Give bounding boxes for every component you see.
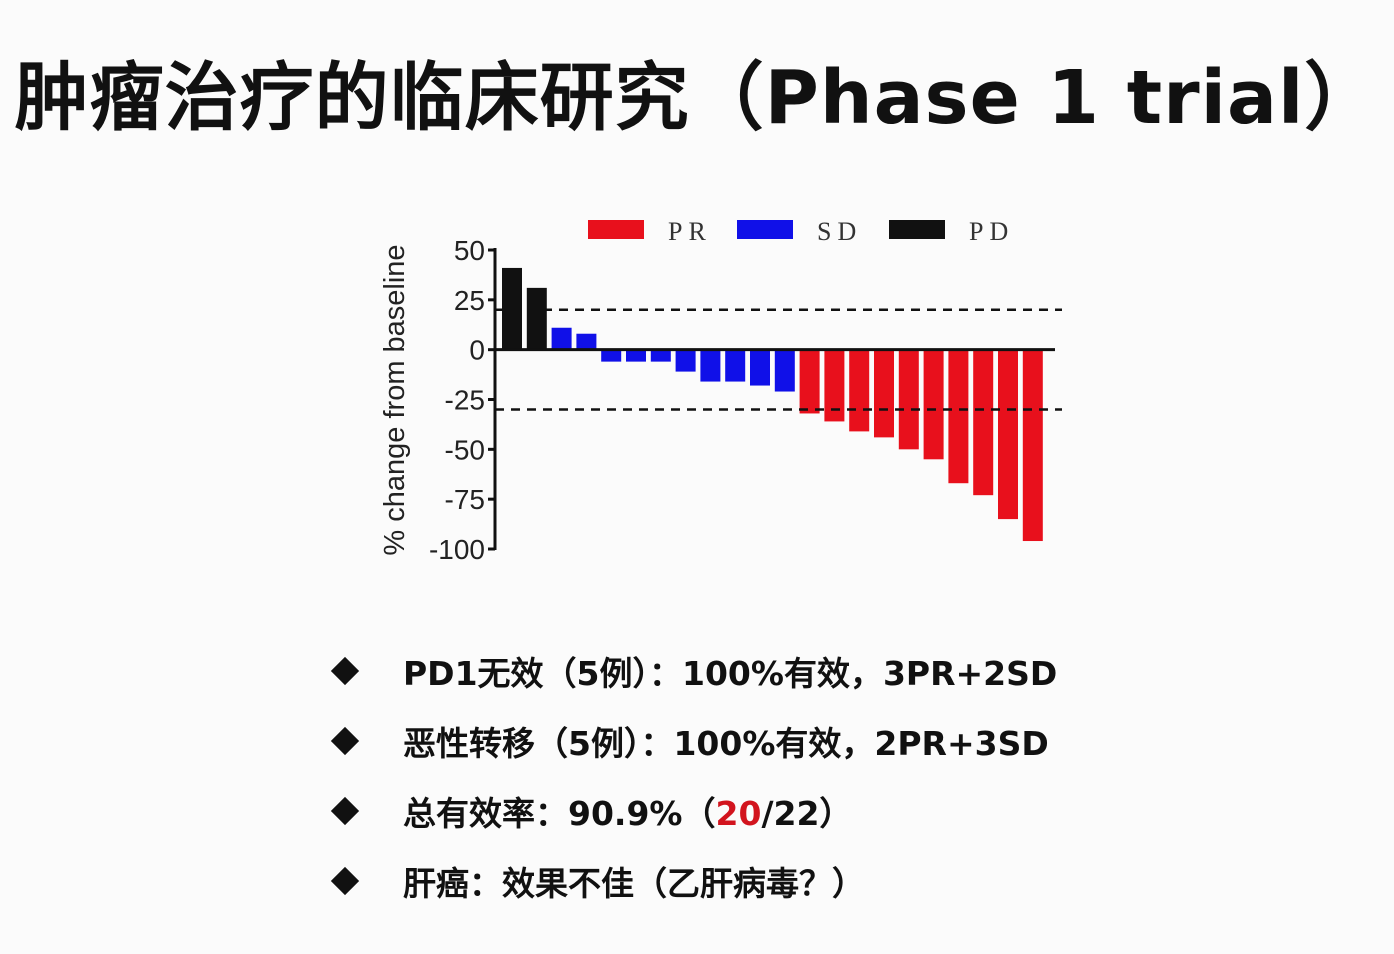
- bullet-text-highlight: 20: [715, 794, 762, 833]
- bar-pr: [1022, 349, 1043, 542]
- bar-pr: [799, 349, 820, 414]
- legend-swatch-pd: [889, 220, 945, 239]
- y-tick-label: 0: [469, 335, 485, 366]
- legend-swatch-sd: [737, 220, 793, 239]
- legend-label-pr: PR: [668, 217, 712, 246]
- bar-sd: [675, 349, 696, 372]
- bar-sd: [725, 349, 746, 382]
- diamond-bullet-icon: [330, 796, 360, 826]
- bar-sd: [551, 327, 572, 350]
- bar-pr: [849, 349, 870, 432]
- bar-sd: [774, 349, 795, 392]
- bar-pr: [923, 349, 944, 460]
- bullet-item: PD1无效（5例）：100%有效，3PR+2SD: [325, 636, 1057, 706]
- bullet-item: 总有效率：90.9%（20/22）: [325, 776, 1057, 846]
- bar-pr: [973, 349, 994, 496]
- legend-label-pd: PD: [969, 217, 1014, 246]
- bullet-item: 恶性转移（5例）：100%有效，2PR+3SD: [325, 706, 1057, 776]
- diamond-bullet-icon: [330, 726, 360, 756]
- bar-pr: [824, 349, 845, 422]
- y-tick-label: -50: [445, 434, 485, 465]
- bullet-text-prefix: 总有效率：90.9%（: [403, 794, 716, 833]
- bullet-item: 肝癌：效果不佳（乙肝病毒？）: [325, 846, 1057, 916]
- bar-pr: [998, 349, 1018, 520]
- y-tick-label: 50: [454, 235, 485, 266]
- bullet-text: 恶性转移（5例）：100%有效，2PR+3SD: [403, 724, 1049, 763]
- bar-pr: [898, 349, 919, 450]
- bullet-text: 总有效率：90.9%（20/22）: [403, 787, 852, 835]
- bar-sd: [750, 349, 770, 386]
- slide-title: 肿瘤治疗的临床研究（Phase 1 trial）: [14, 55, 1380, 141]
- diamond-bullet-icon: [330, 656, 360, 686]
- bar-pd: [526, 287, 547, 350]
- bar-sd: [700, 349, 721, 382]
- bullet-list: PD1无效（5例）：100%有效，3PR+2SD 恶性转移（5例）：100%有效…: [325, 636, 1057, 916]
- bullet-text: 肝癌：效果不佳（乙肝病毒？）: [403, 864, 865, 903]
- y-tick-label: -75: [445, 484, 485, 515]
- y-tick-label: 25: [454, 285, 485, 316]
- bar-sd: [601, 349, 622, 362]
- bullet-text-suffix: /22）: [761, 794, 853, 833]
- bar-pr: [948, 349, 969, 484]
- bullet-text: PD1无效（5例）：100%有效，3PR+2SD: [403, 654, 1058, 693]
- diamond-bullet-icon: [330, 866, 360, 896]
- bar-sd: [626, 349, 646, 362]
- legend-label-sd: SD: [817, 217, 862, 246]
- bar-pr: [874, 349, 894, 438]
- y-axis-label: % change from baseline: [379, 244, 411, 555]
- legend-swatch-pr: [588, 220, 644, 239]
- y-tick-label: -100: [429, 534, 485, 565]
- bar-sd: [576, 333, 597, 350]
- bar-sd: [650, 349, 671, 362]
- y-tick-label: -25: [445, 385, 485, 416]
